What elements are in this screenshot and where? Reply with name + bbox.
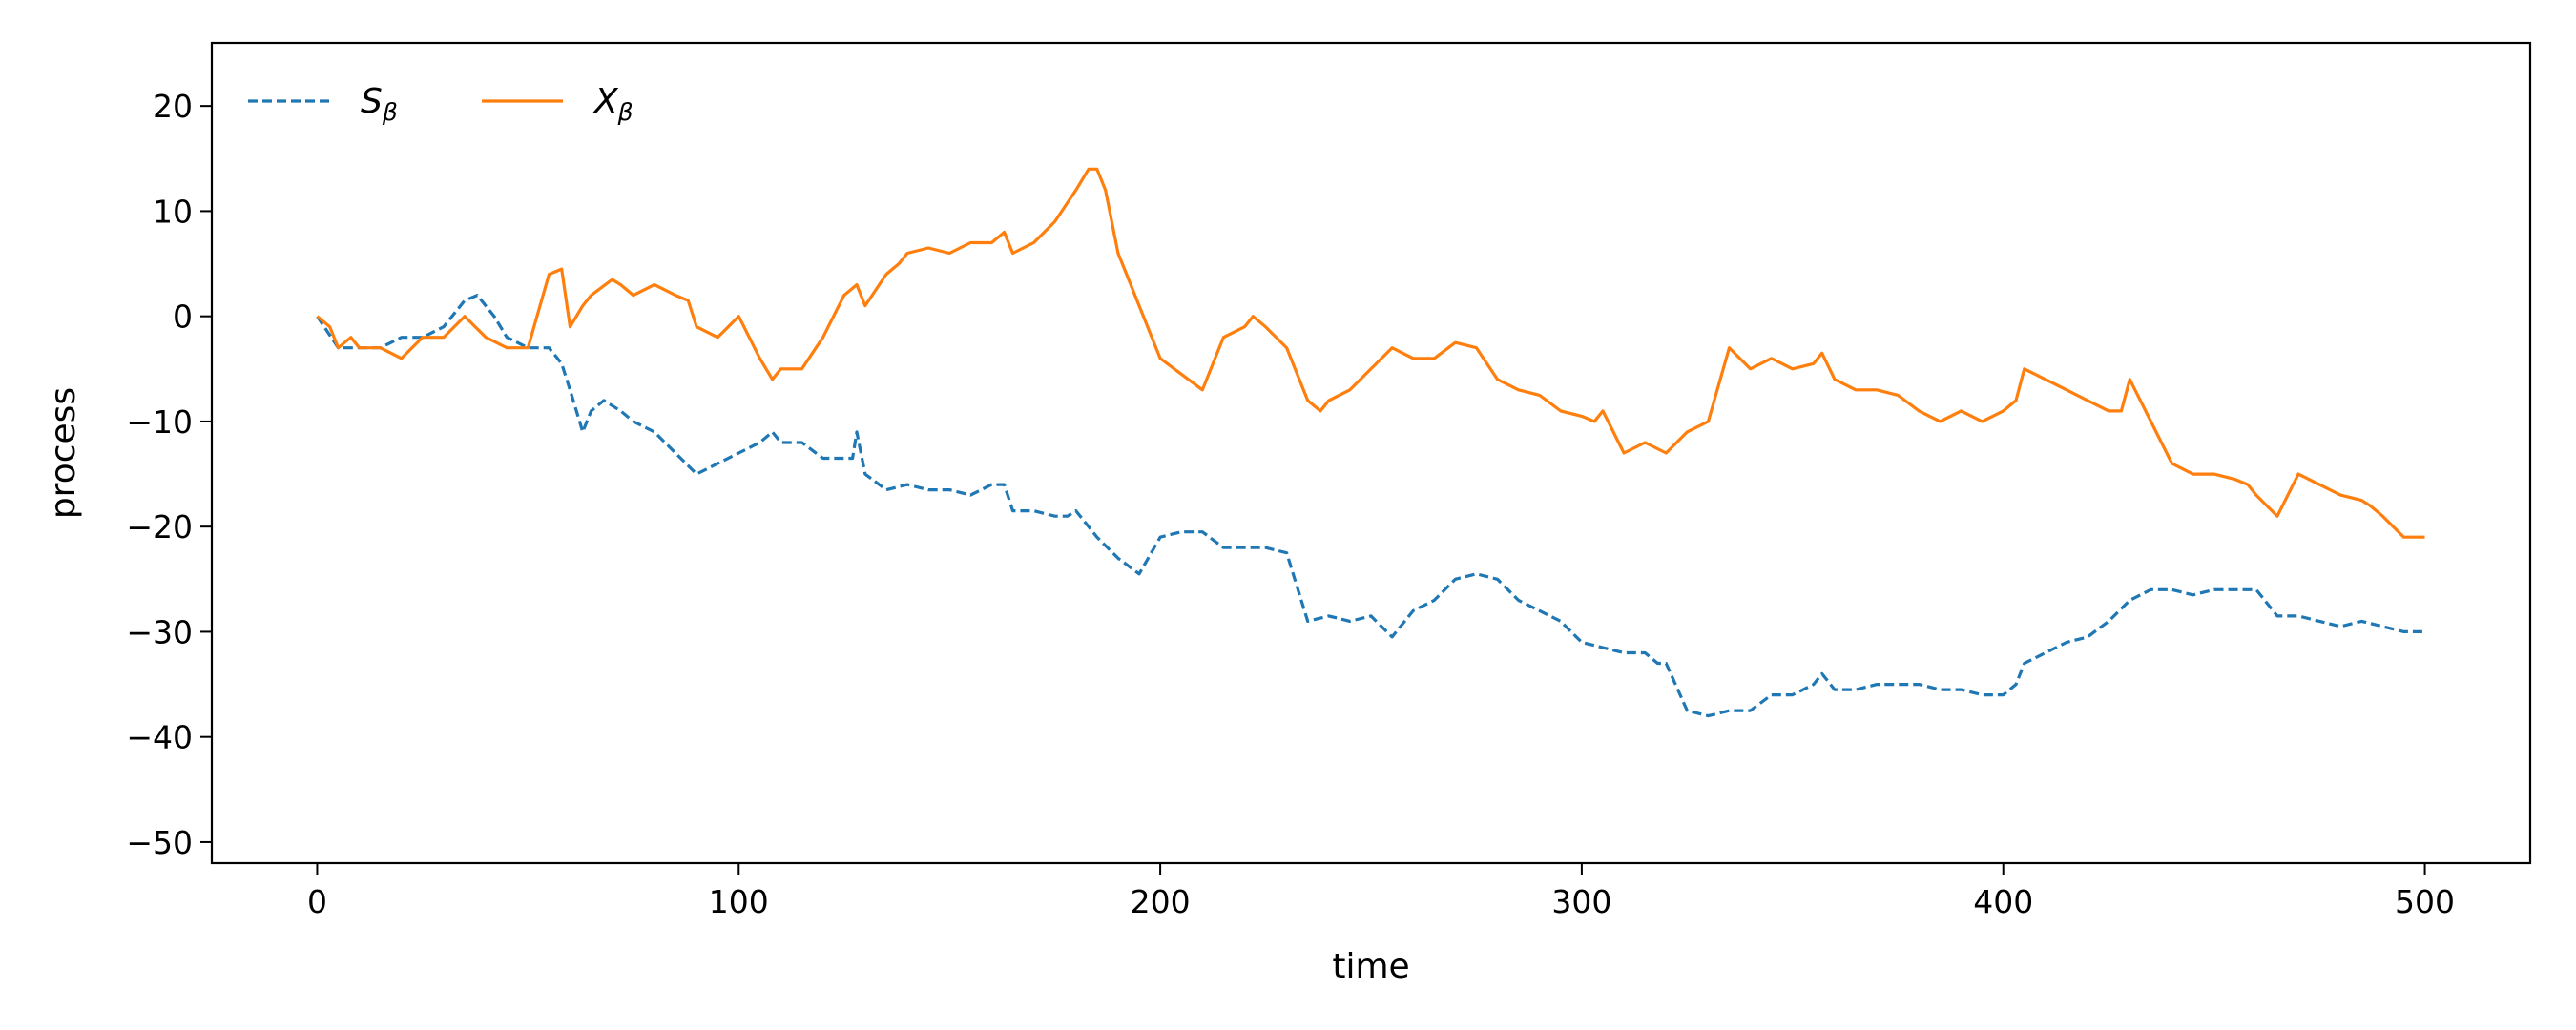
y-tick-label: 10 xyxy=(153,193,193,230)
series-layer xyxy=(316,167,2425,718)
y-tick-label: −40 xyxy=(126,719,193,756)
x-axis-label: time xyxy=(1332,947,1409,986)
y-tick-label: −20 xyxy=(126,508,193,546)
x-tick-label: 400 xyxy=(1973,883,2033,920)
y-axis-label: process xyxy=(44,387,83,519)
x-tick-label: 100 xyxy=(709,883,769,920)
y-tick-label: 20 xyxy=(153,88,193,125)
y-tick-label: −50 xyxy=(126,824,193,861)
x-tick-label: 500 xyxy=(2395,883,2455,920)
x-tick-label: 300 xyxy=(1551,883,1611,920)
y-tick-label: −30 xyxy=(126,613,193,650)
series-line-x xyxy=(316,167,2425,539)
series-line-s xyxy=(316,294,2425,718)
y-tick-label: 0 xyxy=(173,299,193,336)
plot-area-frame xyxy=(210,41,2532,865)
y-tick-label: −10 xyxy=(126,403,193,441)
x-tick-label: 0 xyxy=(307,883,327,920)
x-tick-label: 200 xyxy=(1131,883,1191,920)
